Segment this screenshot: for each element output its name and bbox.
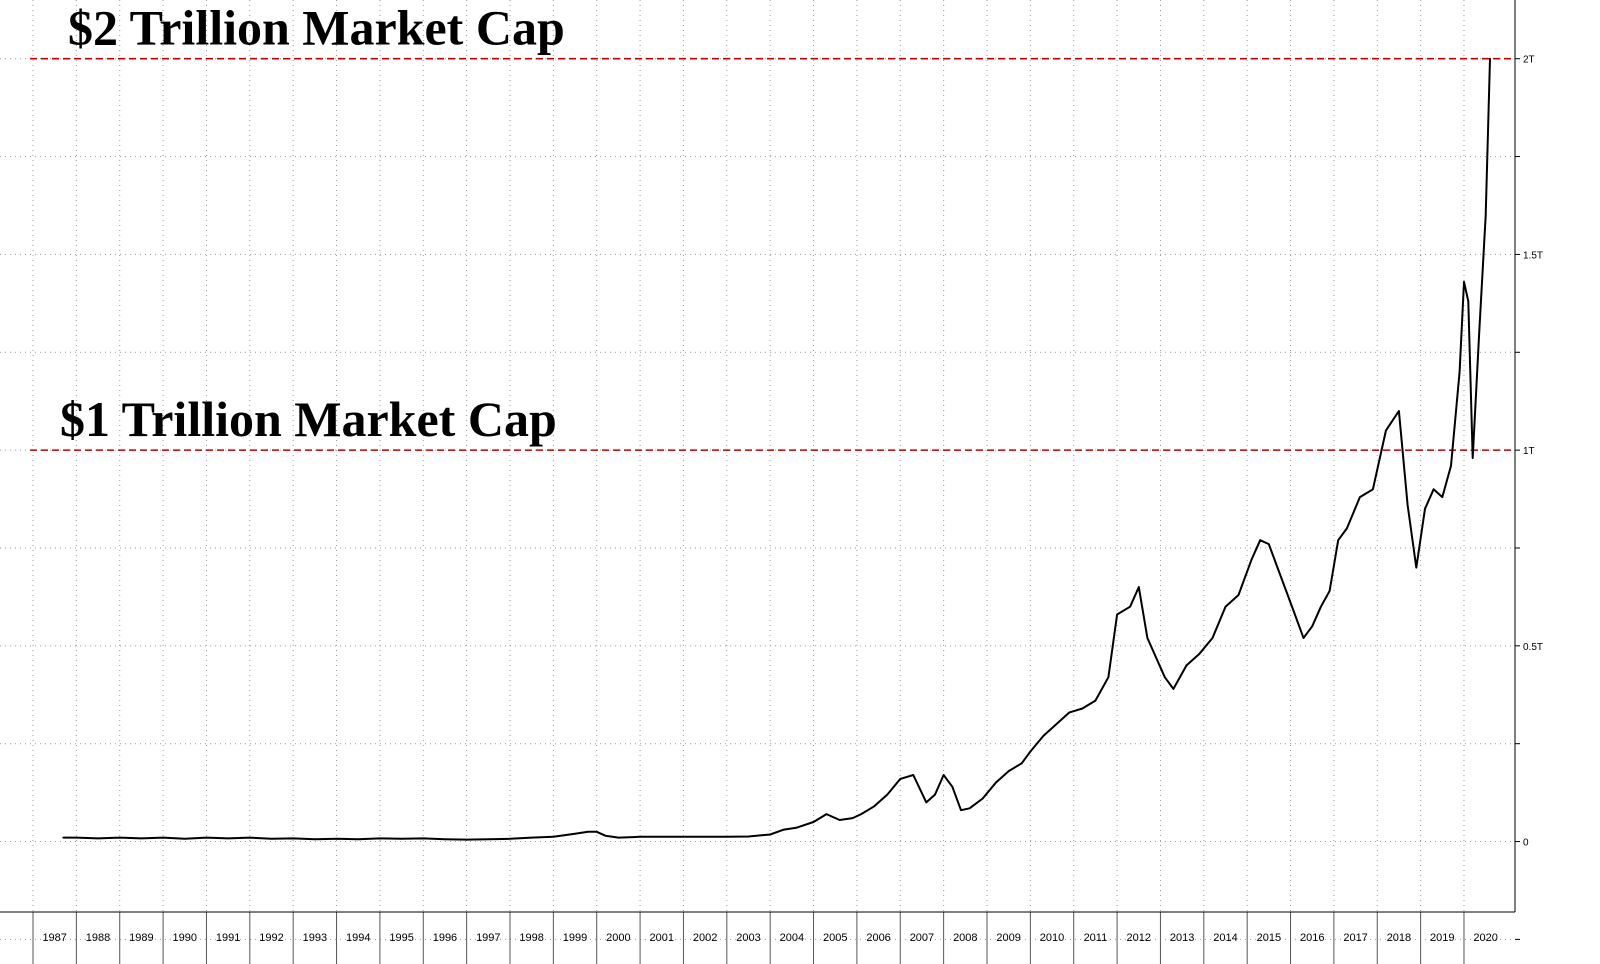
x-tick-label: 2020	[1473, 932, 1497, 944]
x-tick-label: 1992	[259, 932, 283, 944]
x-tick-label: 1997	[476, 932, 500, 944]
x-tick-label: 1999	[563, 932, 587, 944]
x-tick-label: 2010	[1040, 932, 1064, 944]
x-tick-label: 2007	[910, 932, 934, 944]
x-tick-label: 2000	[606, 932, 630, 944]
axes	[0, 0, 1520, 964]
market-cap-line	[62, 57, 1491, 841]
x-tick-label: 2013	[1170, 932, 1194, 944]
x-tick-label: 1998	[519, 932, 543, 944]
reference-lines	[30, 57, 1515, 451]
x-tick-label: 1996	[433, 932, 457, 944]
series-layer	[62, 57, 1491, 841]
y-axis-tick-labels: 0 0.5T 1T 1.5T 2T	[1523, 55, 1543, 849]
annotations: $2 Trillion Market Cap $1 Trillion Marke…	[60, 0, 565, 447]
x-tick-label: 2003	[736, 932, 760, 944]
x-tick-label: 2009	[996, 932, 1020, 944]
x-tick-label: 1994	[346, 932, 370, 944]
annotation-1-trillion: $1 Trillion Market Cap	[60, 391, 557, 447]
x-tick-label: 1995	[389, 932, 413, 944]
x-tick-label: 2019	[1430, 932, 1454, 944]
x-tick-label: 2001	[650, 932, 674, 944]
x-tick-label: 1993	[303, 932, 327, 944]
x-axis-tick-labels: 1987 1988 1989 1990 1991 1992 1993 1994 1995 1996…	[42, 932, 1497, 944]
y-tick-label: 2T	[1523, 55, 1535, 66]
x-tick-label: 1987	[42, 932, 66, 944]
x-tick-label: 1990	[173, 932, 197, 944]
y-tick-label: 1.5T	[1523, 250, 1543, 261]
x-tick-label: 2015	[1257, 932, 1281, 944]
y-tick-label: 1T	[1523, 446, 1535, 457]
x-tick-label: 2012	[1127, 932, 1151, 944]
x-tick-label: 2017	[1343, 932, 1367, 944]
x-tick-label: 2018	[1387, 932, 1411, 944]
grid-lines	[0, 0, 1515, 940]
x-tick-label: 2016	[1300, 932, 1324, 944]
x-tick-label: 1991	[216, 932, 240, 944]
x-tick-label: 2014	[1213, 932, 1237, 944]
x-tick-label: 1989	[129, 932, 153, 944]
x-tick-label: 2006	[866, 932, 890, 944]
y-tick-label: 0	[1523, 838, 1529, 849]
x-tick-label: 2004	[780, 932, 804, 944]
annotation-2-trillion: $2 Trillion Market Cap	[68, 0, 565, 56]
x-tick-label: 1988	[86, 932, 110, 944]
x-tick-label: 2002	[693, 932, 717, 944]
x-tick-label: 2008	[953, 932, 977, 944]
y-tick-label: 0.5T	[1523, 642, 1543, 653]
x-tick-label: 2005	[823, 932, 847, 944]
x-tick-label: 2011	[1084, 932, 1108, 944]
